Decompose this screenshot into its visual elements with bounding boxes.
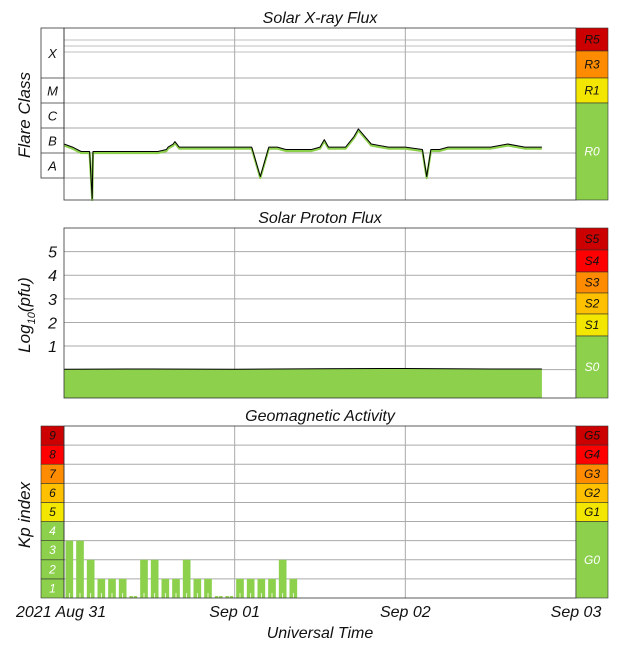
radiation-scale-label-s4: S4 [585,254,600,268]
kp-bar [289,578,298,598]
kp-bar [182,559,191,598]
radio-blackout-box-r3 [575,50,609,79]
kp-bar [97,578,106,598]
storm-scale-label-g2: G2 [584,486,600,500]
radiation-scale-label-s5: S5 [585,232,600,246]
proton-ytick-1: 1 [48,339,57,356]
flare-class-label-a: A [47,159,57,174]
kp-bar [204,578,212,598]
radiation-scale-label-s0: S0 [585,360,600,374]
x-tick-3: Sep 03 [551,604,602,621]
proton-title: Solar Proton Flux [258,210,383,227]
storm-scale-box-g0 [575,521,609,599]
proton-panel: 1 2 3 4 5 S5 S4 S3 S2 S1 S0 [47,227,609,399]
radiation-scale-label-s1: S1 [585,318,600,332]
geomag-ylabel: Kp index [15,481,34,548]
kp-bar [193,578,202,598]
kp-bar [172,578,180,598]
xray-short-series [63,128,542,199]
x-axis: 2021 Aug 31 Sep 01 Sep 02 Sep 03 [15,604,601,621]
storm-scale-label-g3: G3 [584,467,600,481]
radiation-scale-box-s0 [575,335,609,399]
geomag-panel: 1 2 3 4 5 6 7 8 9 G5 G4 G3 G2 G1 G0 [40,425,609,599]
storm-scale-label-g5: G5 [584,429,600,443]
kp-bar [236,578,244,598]
radio-blackout-label-r5: R5 [584,33,600,47]
geomag-title: Geomagnetic Activity [245,408,396,425]
kp-bar [161,578,170,598]
radio-blackout-label-r0: R0 [584,145,600,159]
kp-level-label-6: 6 [49,486,56,500]
kp-bar [108,578,116,598]
kp-level-label-4: 4 [49,524,56,538]
proton-line [63,367,542,370]
x-tick-2: Sep 02 [380,604,431,621]
kp-bar [268,578,276,598]
flare-class-label-m: M [47,84,58,99]
radio-blackout-label-r1: R1 [584,84,599,98]
storm-scale-label-g1: G1 [584,505,600,519]
radio-blackout-label-r3: R3 [584,58,600,72]
kp-level-label-8: 8 [49,448,56,462]
kp-bar [278,559,287,598]
kp-bar [86,559,95,598]
radiation-scale-label-s2: S2 [585,297,600,311]
proton-area [64,368,542,398]
radio-blackout-box-r1 [575,77,609,104]
xray-plot-bg [64,28,576,200]
flare-class-label-c: C [48,109,58,124]
kp-bar [118,578,127,598]
radio-blackout-box-r0 [575,102,609,201]
kp-bar [246,578,255,598]
kp-level-label-1: 1 [49,581,56,595]
radiation-scale-label-s3: S3 [585,276,600,290]
kp-level-label-3: 3 [49,543,56,557]
kp-level-label-2: 2 [48,562,56,576]
kp-bar [257,578,266,598]
x-axis-label: Universal Time [267,625,374,642]
proton-ytick-4: 4 [48,268,57,285]
xray-ylabel: Flare Class [15,72,34,158]
kp-bar [150,559,159,598]
proton-ytick-3: 3 [48,292,57,309]
kp-bar [140,559,148,598]
x-tick-1: Sep 01 [209,604,260,621]
proton-ytick-5: 5 [48,245,57,262]
kp-level-label-5: 5 [49,505,56,519]
storm-scale-label-g4: G4 [584,448,600,462]
kp-level-label-9: 9 [49,429,56,443]
xray-title: Solar X-ray Flux [263,10,379,27]
flare-class-label-x: X [47,46,58,61]
kp-plot-bg [64,426,576,598]
proton-ylabel: Log10(pfu) [15,277,38,353]
proton-ytick-2: 2 [47,315,57,332]
kp-bar [65,540,74,598]
storm-scale-label-g0: G0 [584,553,600,567]
flare-class-label-b: B [48,134,57,149]
kp-bar [76,540,84,598]
x-tick-0: 2021 Aug 31 [15,604,106,621]
kp-level-label-7: 7 [49,467,57,481]
